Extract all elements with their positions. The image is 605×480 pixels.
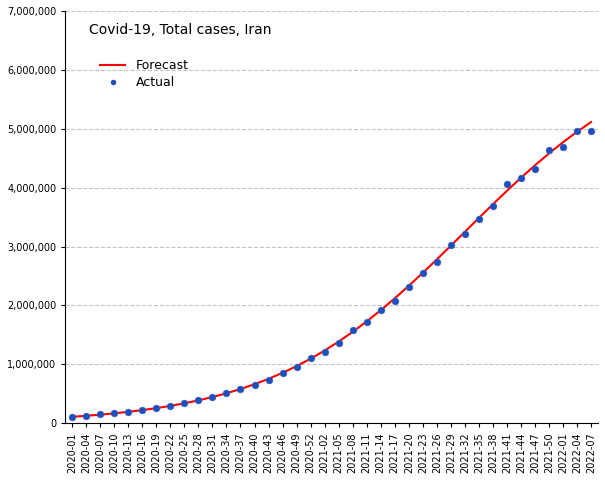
Point bbox=[292, 363, 301, 371]
Point bbox=[166, 402, 175, 409]
Point bbox=[180, 400, 189, 408]
Point bbox=[250, 382, 260, 389]
Point bbox=[278, 370, 287, 377]
Point bbox=[558, 144, 568, 151]
Point bbox=[544, 146, 554, 154]
Point bbox=[502, 180, 512, 188]
Point bbox=[530, 166, 540, 173]
Point bbox=[264, 376, 273, 384]
Point bbox=[208, 394, 217, 401]
Point bbox=[516, 174, 526, 182]
Legend: Forecast, Actual: Forecast, Actual bbox=[96, 54, 194, 94]
Point bbox=[96, 410, 105, 418]
Point bbox=[82, 412, 91, 420]
Point bbox=[572, 127, 582, 135]
Point bbox=[236, 385, 246, 393]
Point bbox=[390, 297, 399, 305]
Point bbox=[432, 258, 442, 266]
Point bbox=[110, 409, 119, 417]
Point bbox=[194, 396, 203, 404]
Point bbox=[221, 390, 231, 397]
Point bbox=[418, 269, 428, 276]
Text: Covid-19, Total cases, Iran: Covid-19, Total cases, Iran bbox=[89, 24, 272, 37]
Point bbox=[474, 215, 484, 223]
Point bbox=[586, 127, 596, 135]
Point bbox=[446, 241, 456, 249]
Point bbox=[376, 306, 385, 314]
Point bbox=[137, 407, 147, 414]
Point bbox=[320, 348, 330, 355]
Point bbox=[460, 230, 469, 238]
Point bbox=[334, 339, 344, 347]
Point bbox=[306, 355, 315, 362]
Point bbox=[488, 203, 498, 210]
Point bbox=[404, 283, 414, 291]
Point bbox=[123, 408, 133, 416]
Point bbox=[348, 326, 358, 334]
Point bbox=[67, 413, 77, 420]
Point bbox=[362, 318, 371, 325]
Point bbox=[151, 404, 161, 411]
